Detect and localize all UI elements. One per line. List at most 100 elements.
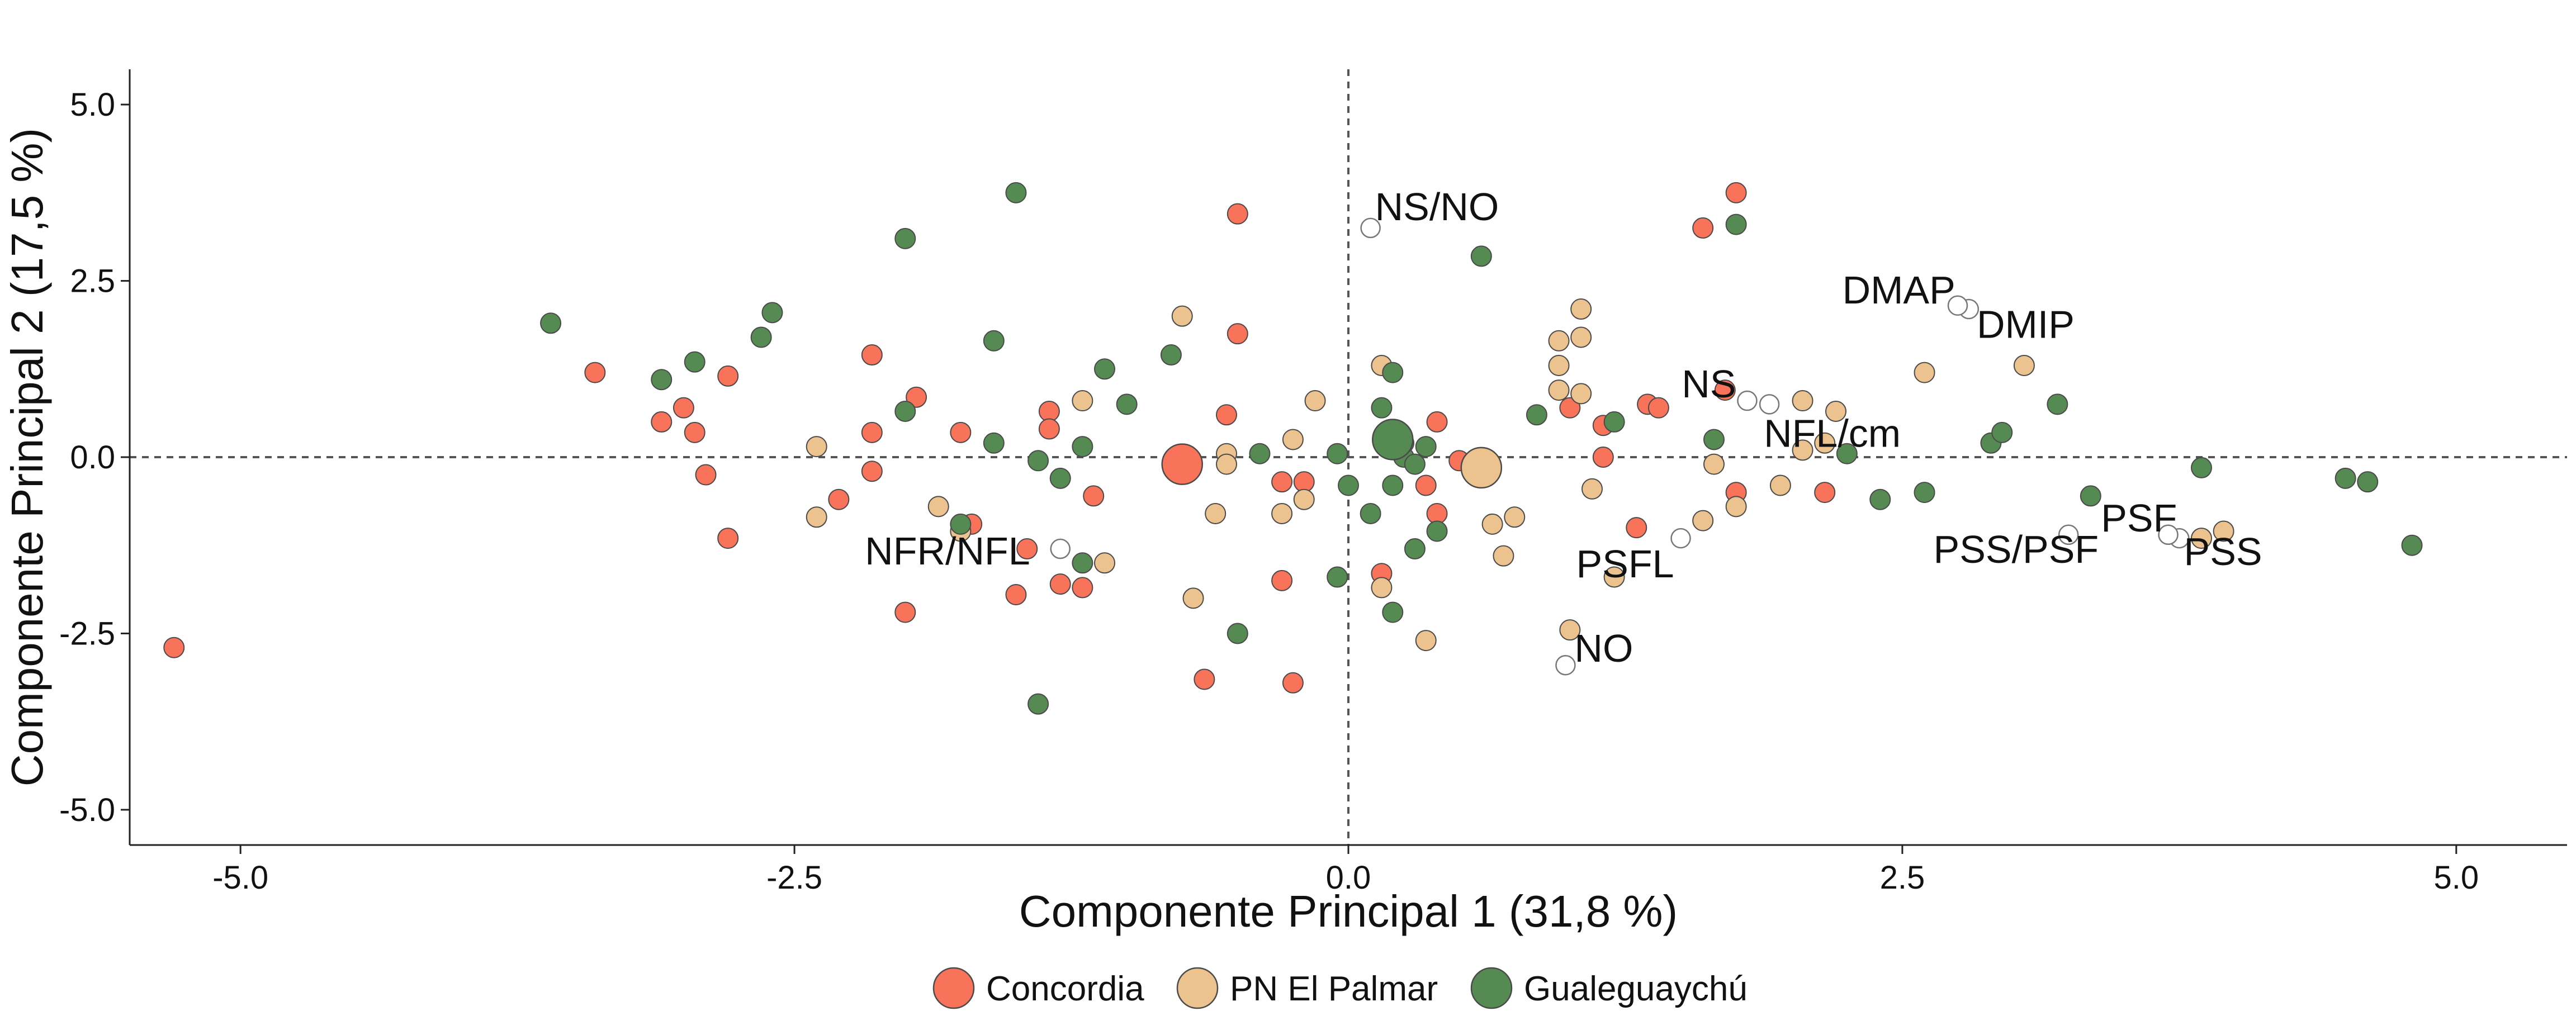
group-centroid <box>1372 419 1414 461</box>
data-point <box>1725 496 1747 518</box>
legend-swatch <box>932 967 975 1009</box>
data-point <box>1027 693 1049 715</box>
data-point <box>1426 520 1448 542</box>
data-point <box>540 312 562 334</box>
data-point <box>1382 474 1404 496</box>
data-point <box>1216 453 1237 475</box>
data-point <box>1570 298 1592 320</box>
data-point <box>1404 538 1426 560</box>
legend-swatch <box>1176 967 1219 1009</box>
data-point <box>983 330 1005 352</box>
data-point <box>1282 672 1304 694</box>
data-point <box>1005 584 1027 606</box>
data-point <box>1005 182 1027 203</box>
data-point <box>1426 411 1448 433</box>
data-point <box>906 386 927 408</box>
legend-item: Concordia <box>932 967 1144 1009</box>
x-axis: -5.0 -2.5 0.0 2.5 5.0 <box>130 844 2567 896</box>
data-point <box>1526 404 1547 426</box>
variable-marker <box>1737 390 1758 411</box>
data-point <box>1216 404 1237 426</box>
legend-item: PN El Palmar <box>1176 967 1438 1009</box>
data-point <box>1470 245 1492 267</box>
x-tick-label: 0.0 <box>1326 860 1371 896</box>
y-tick-label: 5.0 <box>70 87 115 123</box>
variable-label: NS/NO <box>1375 185 1499 229</box>
data-point <box>1592 447 1614 468</box>
data-point <box>1338 474 1359 496</box>
data-point <box>1836 443 1858 464</box>
data-point <box>761 302 783 324</box>
y-tick-label: -5.0 <box>59 792 115 828</box>
data-point <box>1182 587 1204 609</box>
data-point <box>1991 421 2013 443</box>
data-point <box>1548 330 1570 352</box>
data-point <box>861 344 883 366</box>
zero-reference-lines <box>130 69 2567 845</box>
data-point <box>1282 429 1304 450</box>
data-point <box>806 436 827 458</box>
variable-markers <box>1050 217 2190 676</box>
data-point <box>673 397 694 419</box>
data-point <box>1559 619 1581 641</box>
data-point <box>1626 517 1647 539</box>
data-point <box>1327 566 1348 588</box>
variable-marker <box>1555 654 1576 676</box>
data-point <box>2080 485 2101 507</box>
legend-item: Gualeguaychú <box>1470 967 1748 1009</box>
data-point <box>1814 482 1836 504</box>
data-point <box>1049 573 1071 595</box>
data-point <box>1415 436 1437 458</box>
x-tick-label: 2.5 <box>1880 860 1925 896</box>
x-axis-title: Componente Principal 1 (31,8 %) <box>1019 886 1678 936</box>
data-point <box>2191 528 2212 549</box>
data-point <box>1603 411 1625 433</box>
data-point <box>1160 344 1182 366</box>
data-point <box>983 432 1005 454</box>
data-point <box>2401 534 2423 556</box>
data-point <box>1415 474 1437 496</box>
group-centroid <box>1161 443 1203 485</box>
data-point <box>1205 502 1227 524</box>
data-point <box>1227 323 1248 345</box>
variable-label: DMIP <box>1977 303 2075 347</box>
data-point <box>1603 566 1625 588</box>
data-point <box>1072 577 1093 599</box>
legend-label: PN El Palmar <box>1230 970 1438 1008</box>
data-point <box>1570 326 1592 348</box>
data-point <box>584 362 606 383</box>
data-point <box>1792 390 1813 412</box>
data-point <box>1227 203 1248 225</box>
data-point <box>1271 471 1293 493</box>
data-point <box>163 637 185 658</box>
data-point <box>950 513 972 535</box>
variable-marker <box>1050 538 1071 559</box>
data-point <box>717 365 739 387</box>
data-point <box>927 496 949 518</box>
data-point <box>1094 552 1115 574</box>
data-point <box>1869 488 1891 510</box>
data-point <box>2047 393 2068 415</box>
variable-label: PSF <box>2101 496 2177 540</box>
data-point <box>717 528 739 549</box>
legend-label: Gualeguaychú <box>1524 970 1748 1008</box>
data-point <box>1570 383 1592 405</box>
data-point <box>651 369 673 391</box>
data-point <box>1769 474 1791 496</box>
data-point <box>1327 443 1348 464</box>
data-point <box>695 464 717 486</box>
data-point <box>1714 379 1736 401</box>
variable-label: PSS/PSF <box>1934 528 2099 571</box>
variable-label: DMAP <box>1843 268 1955 312</box>
data-points <box>163 182 2423 715</box>
data-point <box>1271 502 1293 524</box>
data-point <box>1083 485 1105 507</box>
variable-marker <box>1759 394 1780 415</box>
data-point <box>1194 668 1215 690</box>
variable-label: NFL/cm <box>1764 411 1901 455</box>
variable-marker <box>2058 524 2079 545</box>
data-point <box>1914 482 1935 504</box>
data-point <box>894 227 916 249</box>
data-point <box>828 488 850 510</box>
